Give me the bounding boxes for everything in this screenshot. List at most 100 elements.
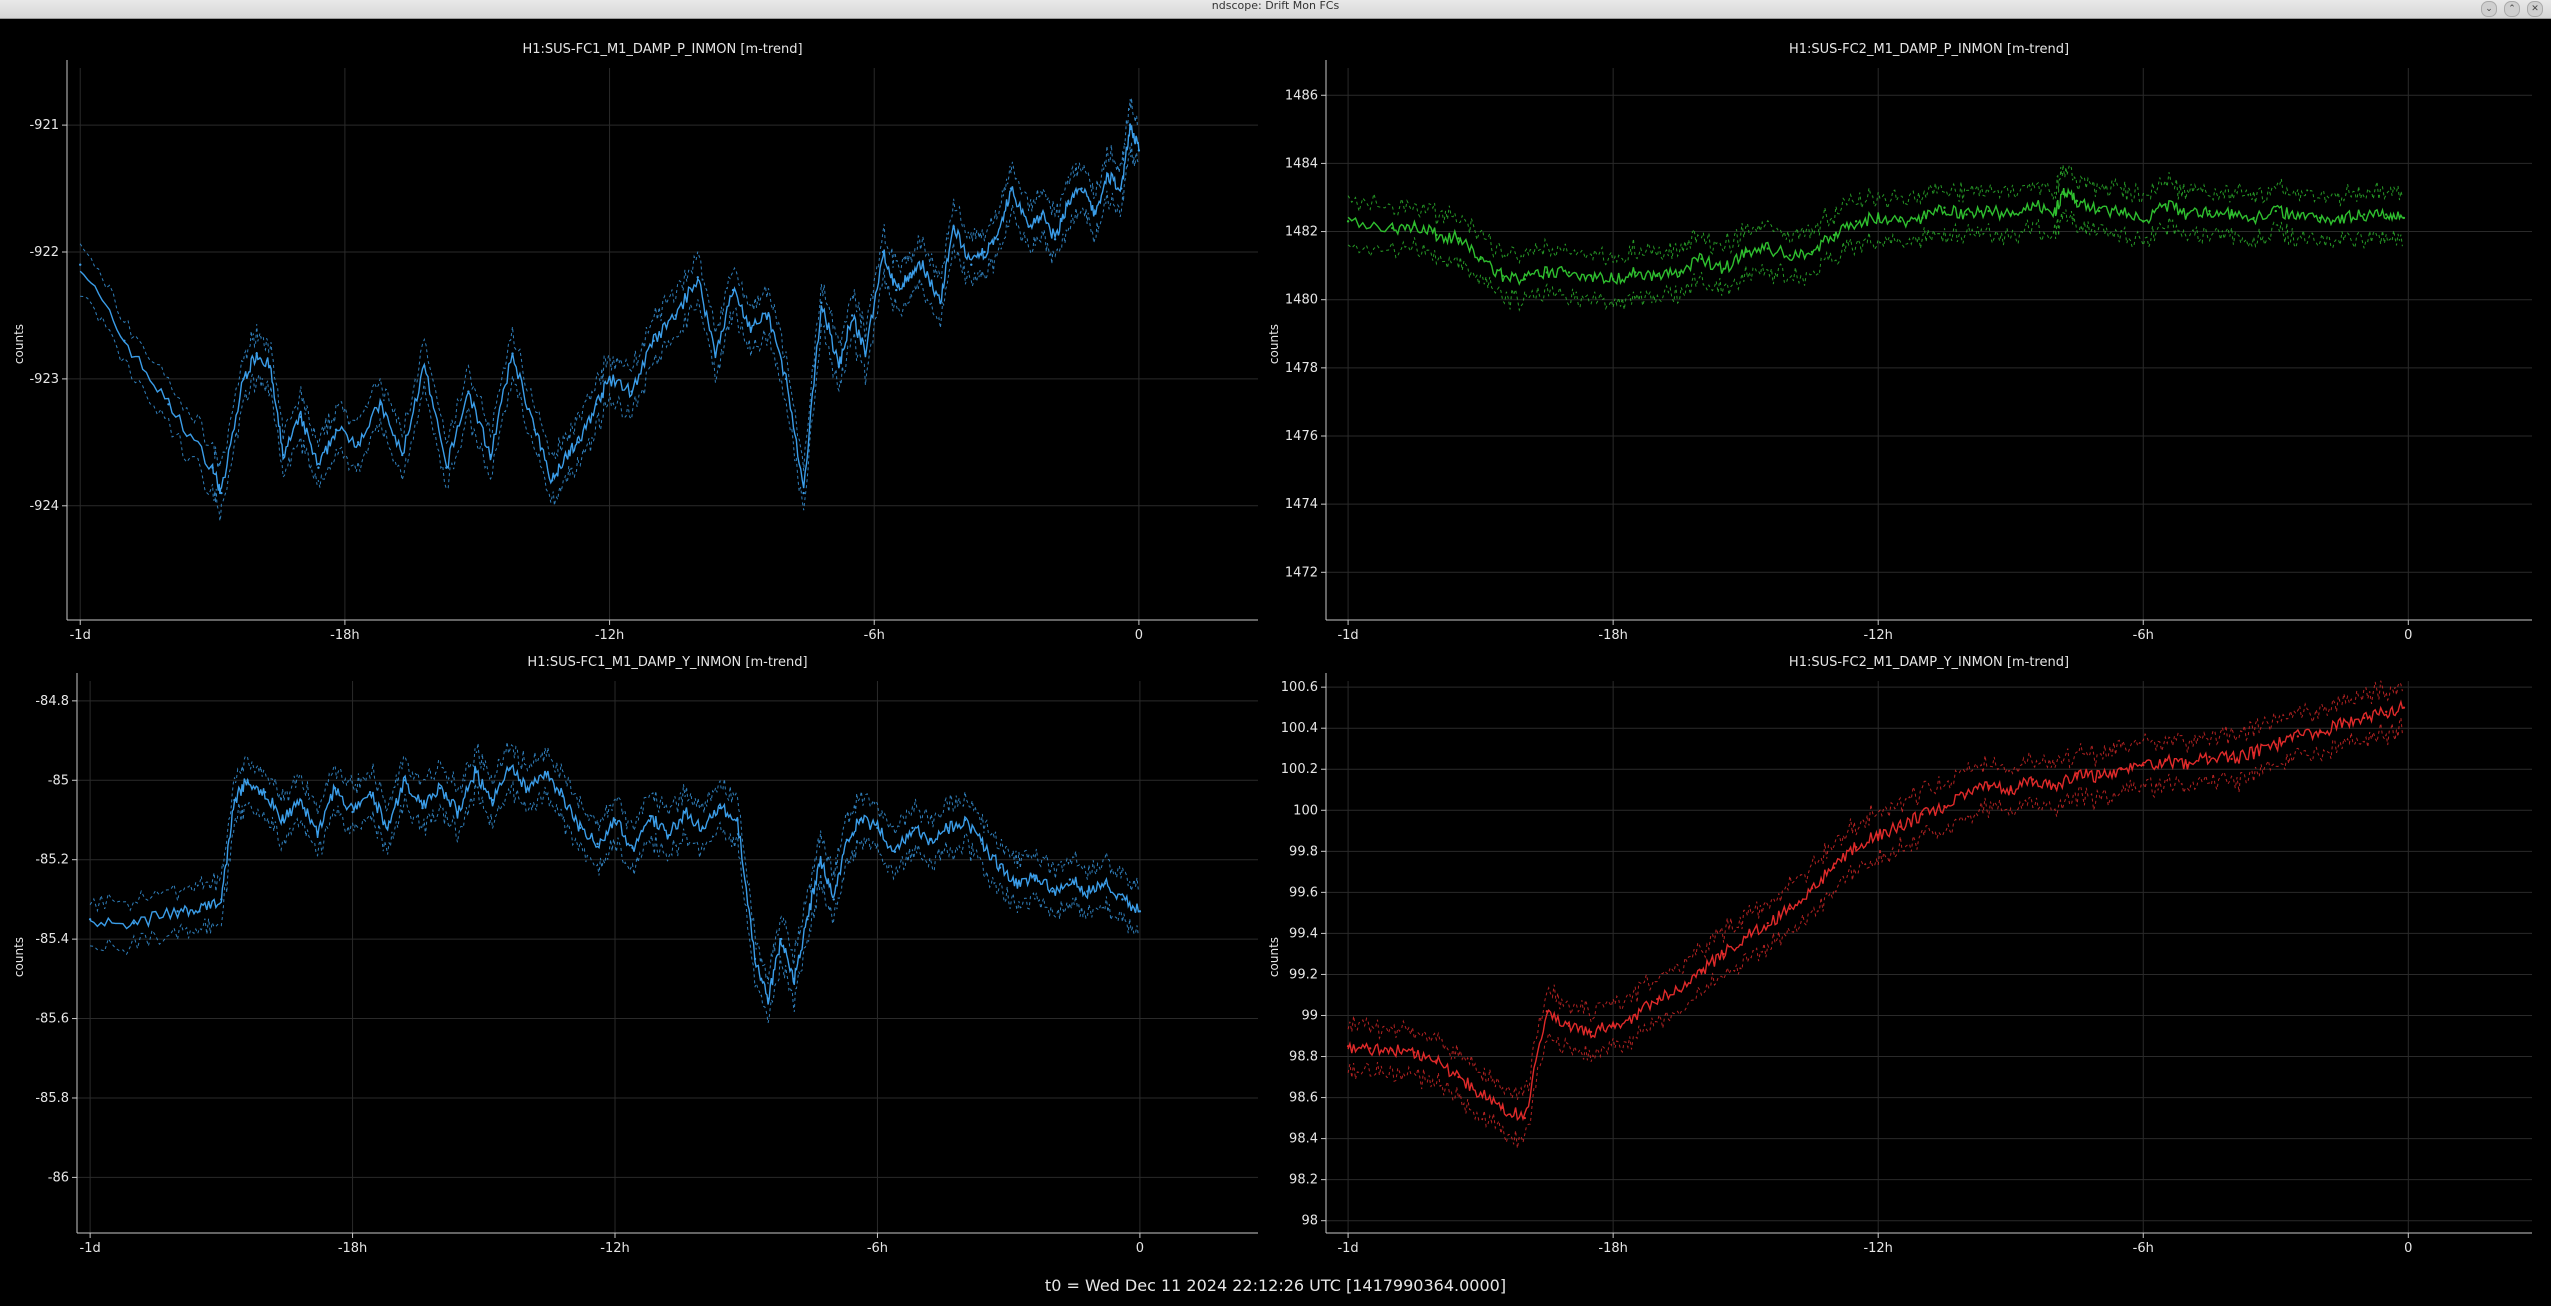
chart-panel-fc2-pitch[interactable]: H1:SUS-FC2_M1_DAMP_P_INMON [m-trend] -1d -… (1267, 42, 2532, 643)
data-point-fc2-yaw-32 (2053, 784, 2057, 787)
y-tick-label-fc2-pitch-4: 1478 (1285, 361, 1318, 376)
x-tick-label-fc1-yaw-3: -6h (867, 1241, 888, 1256)
data-point-fc2-pitch-0 (1346, 220, 1350, 223)
data-point-fc2-yaw-21 (1810, 887, 1814, 890)
y-tick-label-fc1-pitch-0: -921 (29, 118, 59, 133)
data-point-fc1-yaw-7 (263, 790, 267, 794)
data-point-fc1-pitch-38 (850, 314, 854, 317)
x-tick-label-fc1-pitch-3: -6h (864, 628, 885, 643)
chart-panel-fc2-yaw[interactable]: H1:SUS-FC2_M1_DAMP_Y_INMON [m-trend] -1d -… (1267, 655, 2532, 1256)
y-axis-label-fc2-yaw: counts (1267, 937, 1281, 977)
data-point-fc1-yaw-42 (845, 838, 849, 842)
y-tick-label-fc1-yaw-3: -85.4 (35, 932, 69, 947)
data-point-fc2-pitch-21 (1832, 233, 1836, 237)
data-point-fc2-pitch-41 (2252, 216, 2255, 220)
data-point-fc2-pitch-14 (1678, 271, 1681, 274)
y-tick-label-fc2-yaw-4: 99.8 (1289, 844, 1318, 859)
data-point-fc1-pitch-31 (731, 288, 735, 292)
chart-panel-fc1-yaw[interactable]: H1:SUS-FC1_M1_DAMP_Y_INMON [m-trend] -1d -… (12, 655, 1258, 1256)
data-point-fc2-pitch-29 (2009, 213, 2012, 216)
data-point-fc1-pitch-50 (1027, 225, 1030, 228)
data-point-fc1-pitch-21 (551, 479, 554, 482)
data-point-fc2-pitch-31 (2053, 209, 2057, 213)
data-point-fc1-pitch-35 (802, 491, 805, 495)
series-min-envelope-fc1-yaw (90, 780, 1139, 1024)
data-point-fc2-pitch-12 (1634, 271, 1637, 274)
data-point-fc2-pitch-42 (2274, 209, 2277, 213)
chart-panel-fc1-pitch[interactable]: H1:SUS-FC1_M1_DAMP_P_INMON [m-trend] -1d -… (12, 42, 1258, 643)
data-point-fc1-pitch-17 (467, 390, 470, 393)
data-point-fc2-yaw-26 (1921, 813, 1924, 816)
maximize-icon[interactable]: ⌃ (2504, 1, 2520, 17)
data-point-fc2-yaw-22 (1832, 866, 1836, 869)
data-point-fc2-yaw-48 (2402, 706, 2406, 709)
data-point-fc2-yaw-20 (1788, 907, 1792, 910)
y-tick-label-fc2-yaw-3: 100 (1293, 803, 1318, 818)
data-point-fc1-yaw-46 (911, 826, 914, 830)
plots-canvas[interactable]: H1:SUS-FC1_M1_DAMP_P_INMON [m-trend] -1d -… (0, 19, 2551, 1306)
y-tick-label-fc2-yaw-2: 100.2 (1281, 762, 1318, 777)
data-point-fc2-pitch-48 (2402, 216, 2406, 220)
series-line-fc2-pitch (1347, 187, 2404, 286)
data-point-fc2-pitch-13 (1656, 274, 1659, 278)
data-point-fc2-yaw-37 (2164, 759, 2167, 763)
data-point-fc1-pitch-34 (784, 377, 788, 381)
data-point-fc2-pitch-8 (1545, 271, 1549, 274)
data-point-fc2-yaw-47 (2385, 710, 2388, 713)
data-point-fc1-pitch-57 (1120, 187, 1123, 190)
data-point-fc1-yaw-36 (766, 997, 770, 1000)
data-point-fc2-yaw-41 (2252, 751, 2255, 755)
data-point-fc1-pitch-39 (864, 352, 867, 355)
data-point-fc1-pitch-12 (356, 441, 360, 444)
y-tick-label-fc2-yaw-9: 98.8 (1289, 1050, 1318, 1065)
data-point-fc1-pitch-24 (595, 403, 598, 406)
minimize-icon[interactable]: ⌄ (2481, 1, 2497, 17)
data-point-fc1-pitch-22 (564, 453, 567, 457)
close-icon[interactable]: ✕ (2527, 1, 2543, 17)
data-point-fc1-pitch-8 (281, 453, 285, 457)
data-point-fc1-yaw-18 (456, 810, 459, 814)
x-tick-label-fc2-pitch-3: -6h (2133, 628, 2154, 643)
data-point-fc1-yaw-43 (858, 818, 862, 822)
data-point-fc2-yaw-38 (2186, 763, 2189, 767)
data-point-fc1-yaw-48 (946, 826, 949, 830)
data-point-fc1-pitch-53 (1067, 200, 1070, 203)
data-point-fc1-pitch-26 (630, 390, 633, 393)
data-point-fc2-yaw-0 (1346, 1045, 1350, 1048)
data-point-fc2-pitch-38 (2186, 213, 2189, 216)
data-point-fc1-yaw-32 (701, 826, 704, 830)
data-point-fc2-pitch-28 (1987, 209, 1990, 213)
data-point-fc2-yaw-45 (2340, 722, 2344, 726)
data-point-fc2-pitch-22 (1854, 220, 1858, 223)
data-point-fc2-yaw-39 (2208, 755, 2211, 759)
data-point-fc1-pitch-45 (952, 225, 955, 228)
y-tick-label-fc2-pitch-6: 1474 (1285, 497, 1318, 512)
data-point-fc1-pitch-0 (79, 263, 82, 266)
x-tick-label-fc2-yaw-2: -12h (1863, 1241, 1892, 1256)
series-fc2-yaw-0 (1346, 680, 2406, 1149)
data-point-fc2-yaw-24 (1876, 833, 1880, 837)
data-point-fc1-pitch-5 (242, 377, 245, 381)
data-point-fc2-yaw-25 (1899, 825, 1902, 828)
data-point-fc2-yaw-13 (1634, 1014, 1637, 1017)
data-point-fc1-pitch-59 (1137, 149, 1141, 152)
series-min-envelope-fc2-yaw (1347, 717, 2403, 1149)
x-tick-label-fc1-yaw-4: 0 (1136, 1241, 1144, 1256)
data-point-fc2-yaw-1 (1368, 1047, 1372, 1050)
data-point-fc2-yaw-28 (1965, 792, 1968, 796)
window-title: ndscope: Drift Mon FCs (1211, 0, 1340, 12)
data-point-fc1-yaw-26 (596, 842, 599, 846)
data-point-fc2-yaw-33 (2075, 772, 2079, 775)
data-point-fc1-pitch-28 (674, 314, 677, 317)
data-point-fc2-pitch-36 (2142, 220, 2145, 223)
x-tick-label-fc2-pitch-2: -12h (1863, 628, 1892, 643)
chart-title-fc2-pitch: H1:SUS-FC2_M1_DAMP_P_INMON [m-trend] (1789, 42, 2069, 57)
data-point-fc1-yaw-8 (281, 818, 284, 822)
data-point-fc1-yaw-0 (88, 918, 92, 921)
data-point-fc1-yaw-13 (368, 790, 372, 794)
data-point-fc1-pitch-56 (1106, 174, 1110, 178)
data-point-fc2-pitch-32 (2062, 192, 2065, 196)
data-point-fc1-pitch-20 (533, 428, 536, 431)
data-point-fc2-yaw-2 (1391, 1049, 1394, 1052)
data-point-fc2-pitch-24 (1899, 220, 1902, 223)
